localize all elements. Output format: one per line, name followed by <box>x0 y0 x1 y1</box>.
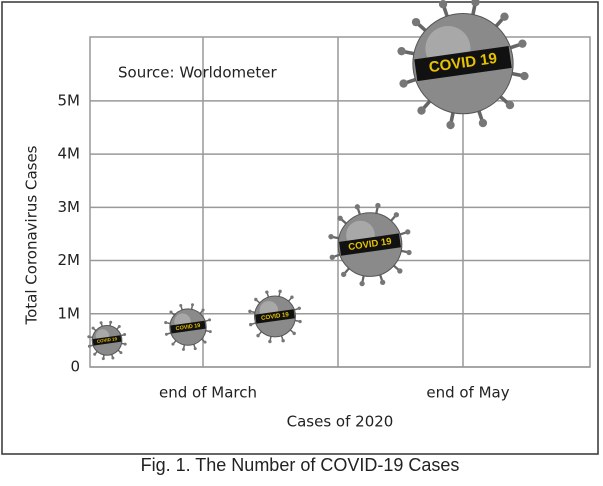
spike-tip <box>169 311 172 314</box>
spike-tip <box>355 204 360 209</box>
x-axis-title: Cases of 2020 <box>287 413 394 431</box>
spike-tip <box>359 281 364 286</box>
spike-tip <box>341 272 346 277</box>
spike-tip <box>292 332 295 335</box>
x-tick-label: end of May <box>426 384 509 402</box>
spike-tip <box>380 280 385 285</box>
plot-frame <box>90 37 590 367</box>
spike-tip <box>208 318 211 321</box>
spike-tip <box>88 345 91 348</box>
virus-marker: COVID 19 <box>164 303 212 351</box>
spike-tip <box>119 351 122 354</box>
y-tick-label: 0 <box>70 358 80 376</box>
virus-marker: COVID 19 <box>328 203 411 286</box>
spike-tip <box>471 0 479 6</box>
spike-tip <box>406 250 411 255</box>
spike-tip <box>518 40 526 48</box>
y-tick-label: 3M <box>58 198 81 216</box>
spike-tip <box>204 341 207 344</box>
spike-tip <box>194 347 197 350</box>
virus-marker: COVID 19 <box>397 0 528 129</box>
spike-tip <box>278 290 281 293</box>
spike-tip <box>118 325 121 328</box>
spike-tip <box>87 335 90 338</box>
spike-tip <box>397 268 402 273</box>
virus-marker: COVID 19 <box>248 290 302 344</box>
spike-tip <box>164 321 167 324</box>
spike-tip <box>290 296 293 299</box>
y-tick-label: 1M <box>58 304 81 322</box>
spike-tip <box>330 255 335 260</box>
x-tick-label: end of March <box>159 384 257 402</box>
spike-tip <box>394 212 399 217</box>
spike-tip <box>102 357 105 360</box>
spike-tip <box>328 234 333 239</box>
spike-tip <box>399 79 407 87</box>
spike-tip <box>179 304 182 307</box>
annotation: Source: Worldometer <box>118 64 277 82</box>
spike-tip <box>202 309 205 312</box>
spike-tip <box>191 303 194 306</box>
virus-marker: COVID 19 <box>87 321 126 360</box>
spike-tip <box>479 119 487 127</box>
spike-tip <box>446 121 454 129</box>
spike-tip <box>506 101 514 109</box>
spike-tip <box>375 203 380 208</box>
spike-tip <box>254 298 257 301</box>
spike-tip <box>123 333 126 336</box>
spike-tip <box>500 12 508 20</box>
spike-tip <box>249 323 252 326</box>
spike-tip <box>412 18 420 26</box>
spike-tip <box>405 229 410 234</box>
y-tick-label: 5M <box>58 91 81 109</box>
spike-tip <box>298 320 301 323</box>
spike-tip <box>165 333 168 336</box>
spike-tip <box>256 334 259 337</box>
spike-tip <box>439 0 447 8</box>
spike-tip <box>281 339 284 342</box>
spike-tip <box>111 356 114 359</box>
spike-tip <box>265 290 268 293</box>
spike-tip <box>182 348 185 351</box>
spike-tip <box>171 343 174 346</box>
caption: Fig. 1. The Number of COVID-19 Cases <box>141 455 460 475</box>
spike-tip <box>248 310 251 313</box>
spike-tip <box>209 330 212 333</box>
spike-tip <box>298 307 301 310</box>
spike-tip <box>100 321 103 324</box>
y-tick-label: 2M <box>58 251 81 269</box>
spike-tip <box>124 343 127 346</box>
chart: Source: Worldometer Total Coronavirus Ca… <box>0 0 603 486</box>
spike-tip <box>520 72 528 80</box>
spike-tip <box>338 216 343 221</box>
y-tick-label: 4M <box>58 145 81 163</box>
y-axis-title: Total Coronavirus Cases <box>23 145 41 325</box>
spike-tip <box>268 340 271 343</box>
spike-tip <box>397 47 405 55</box>
spike-tip <box>92 327 95 330</box>
spike-tip <box>109 321 112 324</box>
spike-tip <box>93 353 96 356</box>
spike-tip <box>417 106 425 114</box>
